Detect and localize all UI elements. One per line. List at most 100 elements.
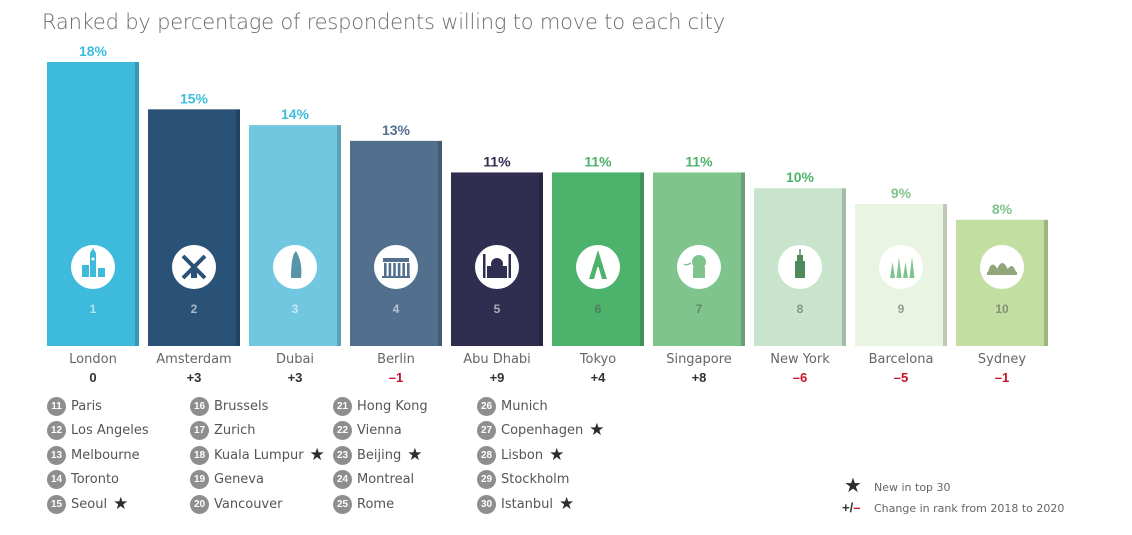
rank-badge: 23: [333, 445, 352, 465]
rank-badge: 18: [190, 445, 209, 465]
rank-change: 0: [89, 370, 96, 385]
rank-number: 1: [90, 302, 97, 316]
city-name: Zurich: [214, 423, 256, 439]
list-item: 28 Lisbon ★: [477, 443, 604, 468]
list-item: 30 Istanbul ★: [477, 492, 604, 517]
ranked-list-column: 26 Munich 27 Copenhagen ★ 28 Lisbon ★ 29 Stockhol…: [477, 394, 604, 517]
big-ben-icon: [71, 245, 115, 289]
city-name: Kuala Lumpur: [214, 447, 304, 463]
burj-al-arab-icon: [273, 245, 317, 289]
rank-badge: 29: [477, 470, 496, 490]
rank-number: 9: [898, 302, 905, 316]
rank-badge: 27: [477, 421, 496, 441]
rank-badge: 13: [47, 445, 66, 465]
bar-shadow: [438, 140, 442, 346]
rank-badge: 22: [333, 421, 352, 441]
list-item: 12 Los Angeles: [47, 419, 149, 444]
city-label: Singapore: [666, 352, 732, 367]
bar-shadow: [741, 172, 745, 346]
value-label: 18%: [79, 43, 108, 59]
list-item: 13 Melbourne: [47, 443, 149, 468]
bar: [148, 109, 236, 346]
list-item: 16 Brussels: [190, 394, 325, 419]
rank-change: –5: [894, 370, 908, 385]
bar-group-london: 18% 1 London 0: [47, 43, 139, 385]
bar-shadow: [135, 62, 139, 346]
star-icon: ★: [549, 444, 565, 465]
ranked-list-column: 21 Hong Kong 22 Vienna 23 Beijing ★ 24 Montreal 2…: [333, 394, 428, 517]
star-icon: ★: [559, 493, 575, 514]
city-label: Amsterdam: [156, 352, 231, 367]
list-item: 18 Kuala Lumpur ★: [190, 443, 325, 468]
bar: [249, 125, 337, 346]
list-item: 29 Stockholm: [477, 468, 604, 493]
tokyo-tower-icon: [576, 245, 620, 289]
ranked-list-column: 11 Paris 12 Los Angeles 13 Melbourne 14 Toronto…: [47, 394, 149, 517]
bar-group-amsterdam: 15% 2 Amsterdam +3: [148, 90, 240, 385]
city-name: Paris: [71, 398, 102, 414]
list-item: 21 Hong Kong: [333, 394, 428, 419]
star-icon: ★: [844, 475, 862, 497]
city-name: Vancouver: [214, 496, 283, 512]
rank-change: –1: [389, 370, 403, 385]
opera-house-icon: [980, 245, 1024, 289]
star-icon: ★: [407, 444, 423, 465]
city-name: Los Angeles: [71, 423, 149, 439]
rank-number: 4: [393, 302, 400, 316]
sagrada-familia-icon: [879, 245, 923, 289]
list-item: 26 Munich: [477, 394, 604, 419]
city-name: Copenhagen: [501, 423, 584, 439]
city-label: Abu Dhabi: [463, 352, 531, 367]
rank-change: +8: [692, 370, 707, 385]
value-label: 15%: [180, 90, 209, 106]
city-name: Brussels: [214, 398, 269, 414]
rank-change: +9: [490, 370, 505, 385]
rank-badge: 28: [477, 445, 496, 465]
city-name: Rome: [357, 496, 395, 512]
city-name: Lisbon: [501, 447, 544, 463]
mosque-icon: [475, 245, 519, 289]
key-change-symbol: +/–: [842, 500, 861, 515]
city-name: Seoul: [71, 496, 108, 512]
list-item: 25 Rome: [333, 492, 428, 517]
rank-badge: 26: [477, 396, 496, 416]
list-item: 22 Vienna: [333, 419, 428, 444]
bar: [350, 140, 438, 346]
rank-badge: 30: [477, 494, 496, 514]
value-label: 10%: [786, 169, 815, 185]
city-name: Vienna: [357, 423, 402, 439]
rank-number: 7: [696, 302, 703, 316]
city-name: Montreal: [357, 472, 415, 488]
rank-number: 8: [797, 302, 804, 316]
city-name: Hong Kong: [357, 398, 428, 414]
value-label: 9%: [891, 185, 912, 201]
rank-badge: 16: [190, 396, 209, 416]
list-item: 19 Geneva: [190, 468, 325, 493]
rank-badge: 14: [47, 470, 66, 490]
list-item: 24 Montreal: [333, 468, 428, 493]
list-item: 23 Beijing ★: [333, 443, 428, 468]
rank-badge: 20: [190, 494, 209, 514]
rank-badge: 21: [333, 396, 352, 416]
value-label: 11%: [685, 153, 713, 169]
bar-group-singapore: 11% 7 Singapore +8: [653, 153, 745, 385]
rank-badge: 12: [47, 421, 66, 441]
bar-shadow: [640, 172, 644, 346]
city-name: Beijing: [357, 447, 402, 463]
key-change-label: Change in rank from 2018 to 2020: [874, 502, 1065, 515]
city-label: London: [69, 352, 117, 367]
rank-badge: 11: [47, 396, 66, 416]
city-name: Stockholm: [501, 472, 570, 488]
value-label: 14%: [281, 106, 310, 122]
rank-number: 6: [595, 302, 602, 316]
rank-badge: 17: [190, 421, 209, 441]
city-label: Berlin: [377, 352, 415, 367]
city-name: Istanbul: [501, 496, 554, 512]
rank-badge: 24: [333, 470, 352, 490]
bar-shadow: [842, 188, 846, 346]
bar-group-abu-dhabi: 11% 5 Abu Dhabi +9: [451, 153, 543, 385]
value-label: 8%: [992, 201, 1013, 217]
bar-group-barcelona: 9% 9 Barcelona –5: [855, 185, 947, 385]
list-item: 15 Seoul ★: [47, 492, 149, 517]
star-icon: ★: [309, 444, 325, 465]
